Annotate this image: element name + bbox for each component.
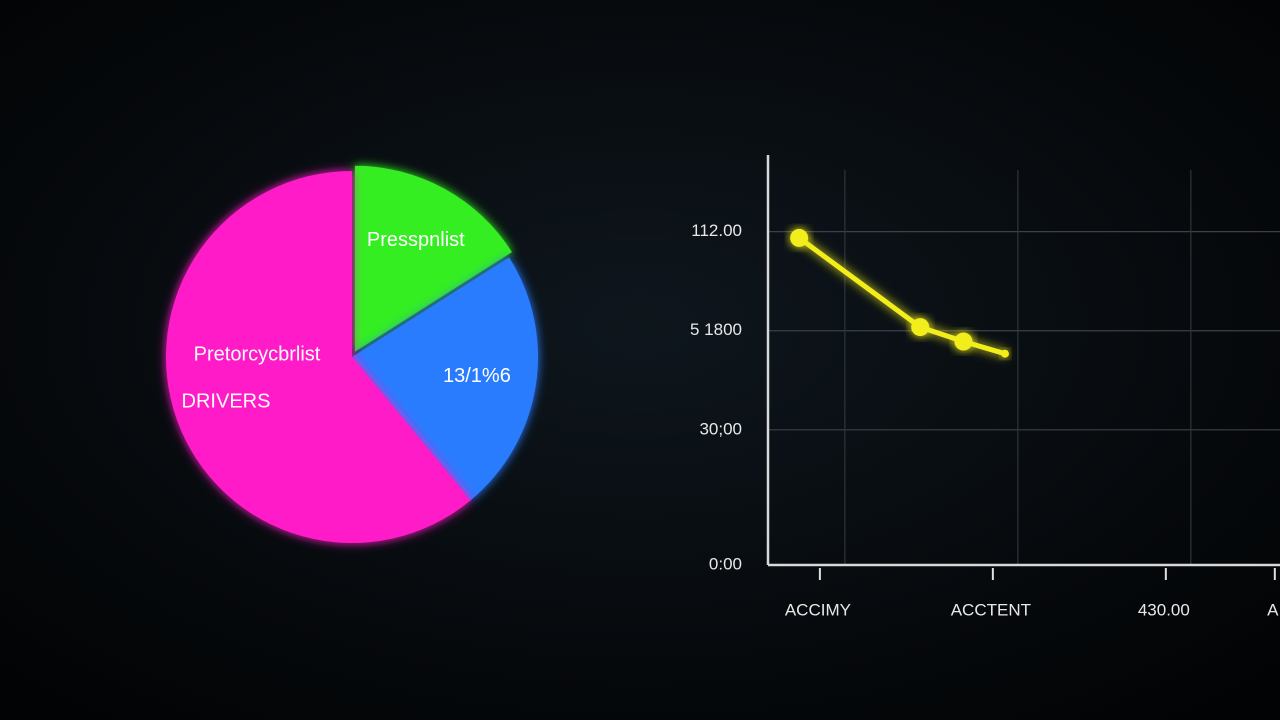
pie-annotation: Pretorcycbrlist bbox=[194, 343, 321, 365]
pie-slice bbox=[354, 165, 512, 352]
x-tick-label: A bbox=[1267, 600, 1279, 619]
line-point bbox=[911, 318, 930, 337]
line-point bbox=[1000, 349, 1009, 358]
x-tick-label: 430.00 bbox=[1138, 600, 1190, 619]
pie-slice bbox=[165, 171, 471, 543]
x-tick-label: ACCIMY bbox=[785, 600, 851, 619]
line-point bbox=[954, 332, 973, 351]
line-series bbox=[796, 235, 1008, 357]
x-tick-label: ACCTENT bbox=[951, 600, 1031, 619]
y-tick-label: 5 1800 bbox=[690, 320, 742, 339]
slice-label: Presspnlist bbox=[367, 229, 465, 251]
line-point bbox=[790, 228, 809, 247]
pie-slice bbox=[352, 257, 538, 501]
y-tick-label: 0:00 bbox=[709, 554, 742, 573]
slice-label: DRIVERS bbox=[182, 391, 271, 413]
y-tick-label: 112.00 bbox=[691, 221, 742, 240]
y-tick-label: 30;00 bbox=[699, 419, 742, 438]
slice-label: 13/1%6 bbox=[443, 365, 511, 387]
